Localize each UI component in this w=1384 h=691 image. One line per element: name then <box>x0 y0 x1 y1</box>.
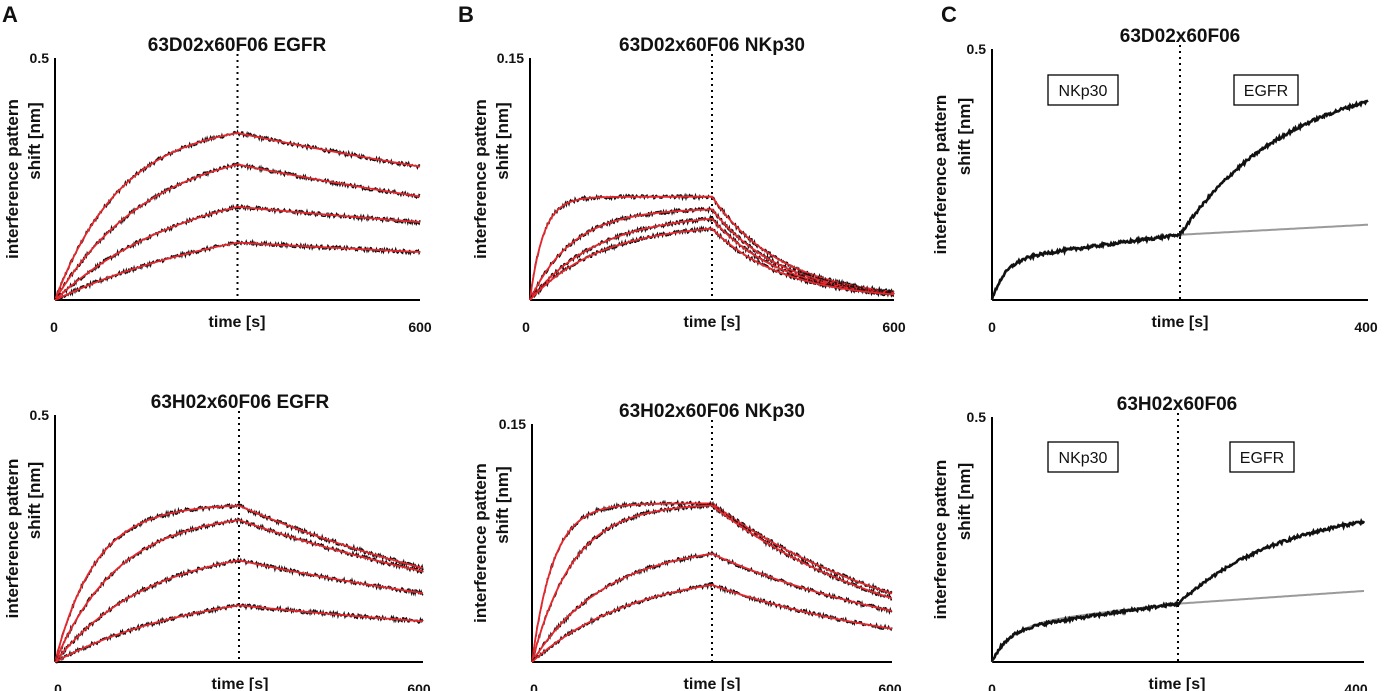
y-axis-label: shift [nm] <box>955 463 974 540</box>
annotation-box <box>1047 441 1119 473</box>
x-axis-label: time [s] <box>212 676 269 691</box>
fit-series-1 <box>54 132 421 301</box>
fit-series-1 <box>531 502 893 663</box>
y-axis-label: interference pattern <box>3 459 22 619</box>
fit-series-4 <box>529 227 894 301</box>
x-tick-label: 600 <box>407 681 431 691</box>
chart-title: 63D02x60F06 EGFR <box>148 35 327 56</box>
y-tick-label: 0.15 <box>499 416 526 432</box>
chart-panel-3: 63D02x60F06 interference pattern shift [nm… <box>931 26 1378 335</box>
panel-letter-b: B <box>458 2 474 27</box>
chart-panel-6: 63H02x60F06 interference pattern shift [nm… <box>931 394 1368 691</box>
chart-panel-4: 63H02x60F06 EGFR interference pattern shif… <box>3 392 431 691</box>
x-tick-label: 0 <box>988 319 996 335</box>
trace-nkp30-egfr <box>990 99 1369 301</box>
trace-nkp30-only <box>991 590 1364 663</box>
x-axis-label: time [s] <box>1149 676 1206 691</box>
annotation-box <box>1047 74 1119 106</box>
fit-series-2 <box>54 519 424 663</box>
trace-nkp30-egfr <box>990 518 1366 662</box>
x-tick-label: 0 <box>54 681 62 691</box>
x-axis-label: time [s] <box>684 676 741 691</box>
annotation-label: NKp30 <box>1059 83 1108 100</box>
y-axis-label: shift [nm] <box>493 466 512 543</box>
x-axis-label: time [s] <box>1152 314 1209 331</box>
annotation-label: EGFR <box>1244 83 1288 100</box>
y-axis-label: interference pattern <box>471 463 490 623</box>
annotation-box <box>1229 441 1295 473</box>
chart-title: 63H02x60F06 <box>1117 394 1237 415</box>
y-tick-label: 0.5 <box>967 409 987 425</box>
x-tick-label: 400 <box>1354 319 1378 335</box>
fit-series-2 <box>531 504 893 663</box>
chart-title: 63H02x60F06 EGFR <box>151 392 330 413</box>
fit-series-4 <box>54 604 424 663</box>
y-axis-label: shift [nm] <box>25 102 44 179</box>
chart-title: 63D02x60F06 NKp30 <box>619 35 805 56</box>
chart-title: 63D02x60F06 <box>1120 26 1240 47</box>
fit-series-3 <box>531 552 893 663</box>
chart-panel-1: 63D02x60F06 EGFR interference pattern shif… <box>3 35 432 335</box>
fit-series-1 <box>54 504 424 663</box>
annotation-box <box>1233 74 1299 106</box>
x-tick-label: 0 <box>530 681 538 691</box>
data-series-3 <box>531 550 893 662</box>
y-axis-label: shift [nm] <box>955 98 974 175</box>
fit-series-3 <box>54 205 420 301</box>
y-axis-label: interference pattern <box>471 99 490 259</box>
y-axis-label: shift [nm] <box>493 102 512 179</box>
y-axis-label: interference pattern <box>931 460 950 620</box>
chart-panel-5: 63H02x60F06 NKp30 interference pattern shi… <box>471 401 902 691</box>
y-axis-label: shift [nm] <box>25 462 44 539</box>
x-tick-label: 0 <box>522 319 530 335</box>
x-tick-label: 600 <box>882 319 906 335</box>
x-tick-label: 0 <box>988 681 996 691</box>
y-tick-label: 0.5 <box>30 50 50 66</box>
x-axis-label: time [s] <box>684 314 741 331</box>
annotation-label: EGFR <box>1240 450 1284 467</box>
chart-panel-2: 63D02x60F06 NKp30 interference pattern shi… <box>471 35 906 335</box>
x-tick-label: 0 <box>50 319 58 335</box>
fit-series-4 <box>54 241 420 301</box>
y-axis-label: interference pattern <box>931 95 950 255</box>
fit-series-4 <box>531 583 893 663</box>
panel-letter-a: A <box>2 2 18 27</box>
y-tick-label: 0.5 <box>30 407 50 423</box>
fit-series-1 <box>529 195 895 301</box>
x-tick-label: 600 <box>878 681 902 691</box>
fit-series-2 <box>54 163 421 301</box>
y-tick-label: 0.15 <box>497 50 524 66</box>
x-axis-label: time [s] <box>209 314 266 331</box>
data-series-3 <box>529 214 895 301</box>
panel-letter-c: C <box>941 2 957 27</box>
fit-series-3 <box>54 559 424 663</box>
y-axis-label: interference pattern <box>3 99 22 259</box>
x-tick-label: 600 <box>408 319 432 335</box>
annotation-label: NKp30 <box>1059 450 1108 467</box>
x-tick-label: 400 <box>1344 681 1368 691</box>
y-tick-label: 0.5 <box>967 41 987 57</box>
chart-title: 63H02x60F06 NKp30 <box>619 401 805 422</box>
